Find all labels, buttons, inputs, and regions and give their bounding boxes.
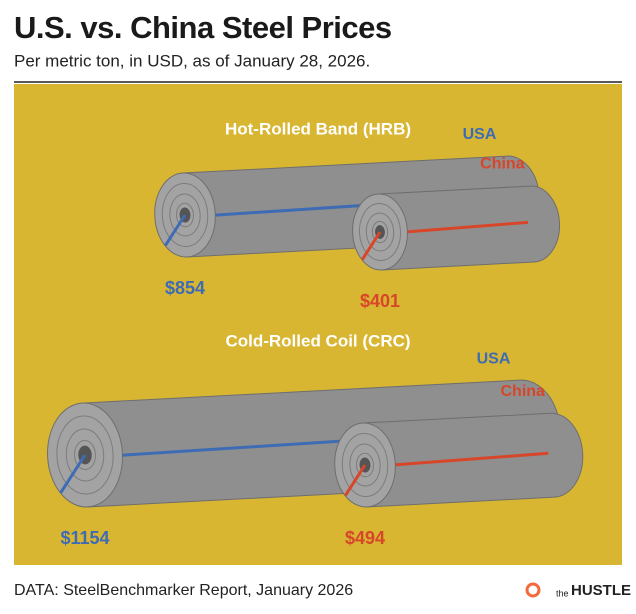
roll-ring bbox=[365, 212, 395, 252]
roll-ring bbox=[169, 193, 201, 237]
value-label: $1154 bbox=[60, 528, 109, 548]
value-label: $854 bbox=[165, 278, 205, 298]
series-name: USA bbox=[477, 350, 511, 367]
roll-ring bbox=[161, 183, 209, 247]
roll bbox=[334, 412, 584, 508]
brand-prefix: the bbox=[556, 588, 569, 598]
roll-stripe-end bbox=[59, 454, 87, 494]
roll-ring bbox=[74, 439, 96, 471]
brand-name: HUSTLE bbox=[571, 582, 631, 599]
title: U.S. vs. China Steel Prices bbox=[14, 10, 392, 45]
roll-ring bbox=[358, 203, 402, 261]
series-name: China bbox=[480, 156, 525, 173]
category-label: Hot-Rolled Band (HRB) bbox=[225, 119, 411, 138]
roll-ring bbox=[176, 202, 194, 228]
value-label: $494 bbox=[345, 528, 385, 548]
roll-ring bbox=[371, 220, 389, 244]
plot: Hot-Rolled Band (HRB) USA $854 China $401 Col… bbox=[47, 119, 584, 548]
logo-icon bbox=[525, 582, 541, 598]
roll-stripe-end bbox=[164, 214, 187, 247]
value-label: $401 bbox=[360, 291, 400, 311]
roll-ring bbox=[349, 443, 381, 487]
category-label: Cold-Rolled Coil (CRC) bbox=[225, 331, 410, 350]
subtitle: Per metric ton, in USD, as of January 28… bbox=[14, 51, 370, 70]
roll bbox=[352, 185, 561, 271]
series-name: USA bbox=[463, 126, 497, 143]
roll-ring bbox=[341, 433, 389, 497]
roll-stripe-end bbox=[361, 231, 382, 261]
roll-stripe-end bbox=[344, 464, 367, 497]
roll-ring bbox=[56, 415, 114, 495]
series-name: China bbox=[500, 383, 545, 400]
roll-ring bbox=[65, 428, 105, 482]
roll-ring bbox=[356, 452, 374, 478]
source: DATA: SteelBenchmarker Report, January 2… bbox=[14, 582, 353, 599]
